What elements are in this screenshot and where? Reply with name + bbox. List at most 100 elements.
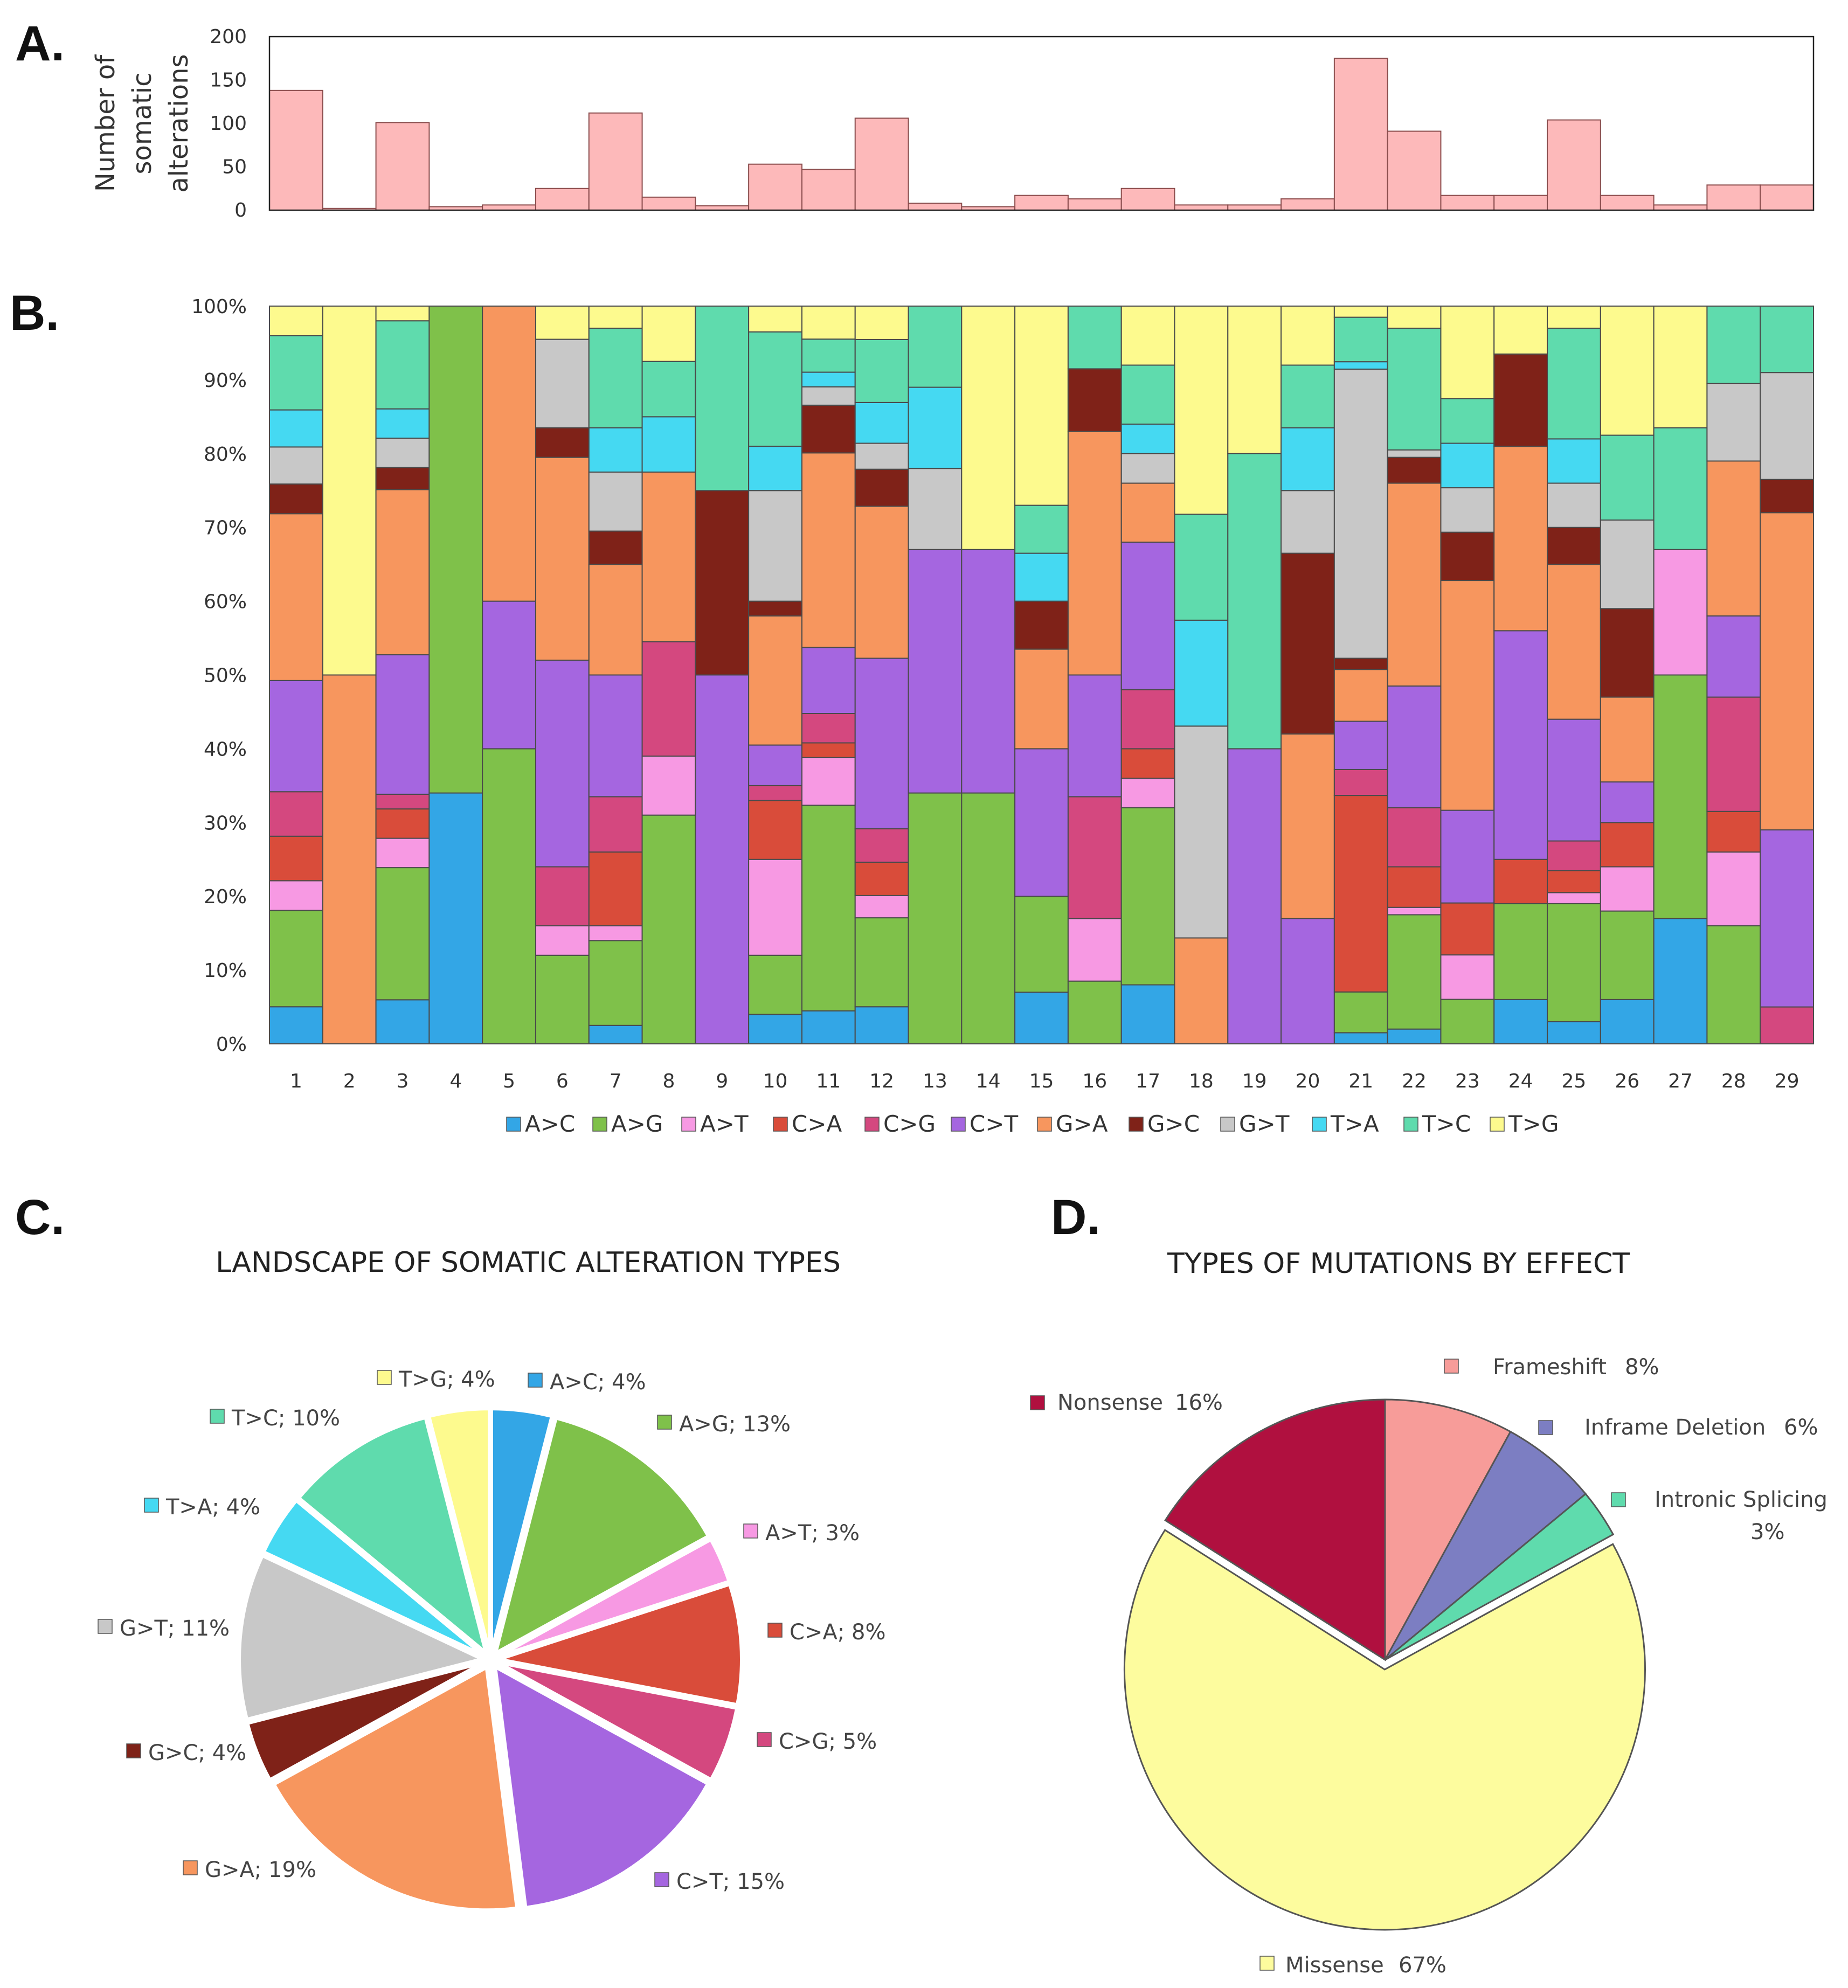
- chart-b-xtick: 6: [556, 1070, 569, 1092]
- segment-b-21-t-to-a: [1333, 361, 1388, 370]
- slice-c-g-to-c: [245, 1661, 483, 1782]
- pie-d-swatch-missense: [1259, 1956, 1275, 1971]
- pie-d-swatch-nonsense: [1030, 1395, 1045, 1410]
- segment-b-1-c-to-a: [269, 835, 323, 882]
- segment-b-11-c-to-g: [801, 713, 856, 744]
- chart-b-xtick: 22: [1402, 1070, 1427, 1092]
- segment-b-20-g-to-c: [1281, 552, 1335, 735]
- slice-c-c-to-a: [499, 1582, 743, 1707]
- chart-b-xtick: 14: [976, 1070, 1001, 1092]
- chart-a-alteration-counts: 0 50 100 150 200 Number of somatic alterations: [91, 26, 1815, 221]
- segment-b-12-t-to-c: [854, 338, 909, 403]
- segment-b-21-g-to-a: [1333, 669, 1388, 722]
- chart-b-xtick: 16: [1082, 1070, 1107, 1092]
- chart-c-alteration-types-pie: LANDSCAPE OF SOMATIC ALTERATION TYPES A>…: [98, 1246, 885, 1912]
- segment-b-20-c-to-t: [1281, 918, 1335, 1045]
- segment-b-23-t-to-a: [1440, 442, 1495, 489]
- pie-c-swatch-c-to-g: [757, 1732, 772, 1747]
- segment-b-15-t-to-a: [1014, 552, 1069, 602]
- chart-b-ytick: 60%: [204, 591, 247, 613]
- segment-b-24-a-to-g: [1493, 903, 1548, 1000]
- segment-b-11-g-to-a: [801, 452, 856, 648]
- chart-b-ytick: 70%: [204, 517, 247, 539]
- chart-a-ylabel-line: somatic: [127, 72, 157, 174]
- segment-b-25-a-to-c: [1547, 1021, 1601, 1045]
- segment-b-10-c-to-t: [748, 744, 802, 786]
- chart-b-xtick: 12: [869, 1070, 894, 1092]
- chart-a-ytick: 100: [210, 113, 247, 135]
- segment-b-7-t-to-c: [588, 328, 643, 428]
- chart-b-xtick: 19: [1242, 1070, 1267, 1092]
- segment-b-6-g-to-t: [535, 338, 590, 428]
- chart-b-xtick: 11: [816, 1070, 841, 1092]
- legend-swatch-g-to-t: [1220, 1117, 1235, 1132]
- segment-b-14-a-to-g: [961, 792, 1016, 1045]
- bar-a-18: [1174, 204, 1229, 211]
- segment-b-1-g-to-a: [269, 513, 323, 681]
- slice-c-c-to-t: [493, 1664, 710, 1910]
- legend-label-c-to-g: C>G: [883, 1111, 936, 1137]
- segment-b-28-a-to-g: [1706, 925, 1761, 1044]
- segment-b-12-g-to-a: [854, 505, 909, 659]
- segment-b-24-g-to-c: [1493, 353, 1548, 447]
- chart-b-xtick: 9: [716, 1070, 728, 1092]
- segment-b-10-c-to-g: [748, 785, 802, 801]
- pie-d-pct-intronic-splicing: 3%: [1750, 1520, 1784, 1544]
- segment-b-26-g-to-t: [1600, 519, 1655, 609]
- legend-label-t-to-a: T>A: [1330, 1111, 1379, 1137]
- segment-b-22-g-to-a: [1387, 482, 1442, 687]
- segment-b-1-c-to-g: [269, 791, 323, 837]
- bar-a-16: [1067, 198, 1122, 211]
- slice-d-inframe-deletion: [1384, 1430, 1587, 1661]
- pie-d-label-frameshift: Frameshift: [1493, 1355, 1607, 1380]
- segment-b-3-a-to-t: [375, 837, 430, 869]
- segment-b-23-t-to-g: [1440, 306, 1495, 399]
- segment-b-1-a-to-c: [269, 1006, 323, 1045]
- pie-c-swatch-a-to-c: [528, 1373, 543, 1388]
- segment-b-12-a-to-g: [854, 917, 909, 1008]
- pie-c-label-a-to-g: A>G; 13%: [679, 1412, 791, 1437]
- bar-a-7: [588, 112, 643, 211]
- pie-d-label-intronic-splicing: Intronic Splicing: [1655, 1487, 1828, 1512]
- chart-b-xtick: 15: [1029, 1070, 1054, 1092]
- segment-b-25-g-to-a: [1547, 564, 1601, 720]
- segment-b-29-g-to-c: [1760, 479, 1814, 514]
- segment-b-7-g-to-a: [588, 564, 643, 676]
- chart-a-ylabel-line: Number of: [91, 54, 121, 192]
- segment-b-26-c-to-t: [1600, 781, 1655, 823]
- panel-label-a: A.: [15, 16, 65, 71]
- chart-b-xtick: 5: [503, 1070, 515, 1092]
- segment-b-15-t-to-c: [1014, 504, 1069, 554]
- segment-b-13-c-to-t: [908, 549, 963, 794]
- segment-b-22-g-to-t: [1387, 449, 1442, 458]
- segment-b-28-c-to-t: [1706, 615, 1761, 698]
- slice-d-frameshift: [1384, 1398, 1512, 1660]
- chart-b-xtick: 23: [1455, 1070, 1480, 1092]
- segment-b-17-g-to-a: [1120, 482, 1175, 543]
- segment-b-15-g-to-a: [1014, 648, 1069, 750]
- segment-b-22-g-to-c: [1387, 456, 1442, 484]
- pie-c-label-c-to-a: C>A; 8%: [790, 1620, 885, 1645]
- segment-b-22-c-to-a: [1387, 866, 1442, 908]
- chart-b-xtick: 24: [1508, 1070, 1533, 1092]
- bar-a-12: [854, 117, 909, 211]
- pie-c-swatch-a-to-t: [743, 1523, 758, 1539]
- legend-swatch-g-to-c: [1129, 1117, 1144, 1132]
- segment-b-22-t-to-c: [1387, 328, 1442, 451]
- pie-c-label-g-to-a: G>A; 19%: [205, 1858, 316, 1882]
- pie-d-pct-missense: 67%: [1399, 1953, 1446, 1978]
- segment-b-26-t-to-c: [1600, 434, 1655, 521]
- legend-swatch-a-to-c: [506, 1117, 521, 1132]
- chart-b-ytick: 80%: [204, 444, 247, 466]
- pie-d-swatch-frameshift: [1444, 1359, 1459, 1374]
- bar-a-22: [1387, 130, 1442, 211]
- segment-b-12-g-to-t: [854, 442, 909, 470]
- segment-b-1-g-to-t: [269, 446, 323, 485]
- slice-c-c-to-g: [497, 1661, 739, 1782]
- segment-b-10-t-to-c: [748, 331, 802, 447]
- segment-b-21-a-to-g: [1333, 991, 1388, 1034]
- segment-b-16-a-to-t: [1067, 918, 1122, 982]
- segment-b-3-t-to-a: [375, 408, 430, 439]
- segment-b-22-a-to-t: [1387, 906, 1442, 916]
- chart-b-xtick: 2: [343, 1070, 356, 1092]
